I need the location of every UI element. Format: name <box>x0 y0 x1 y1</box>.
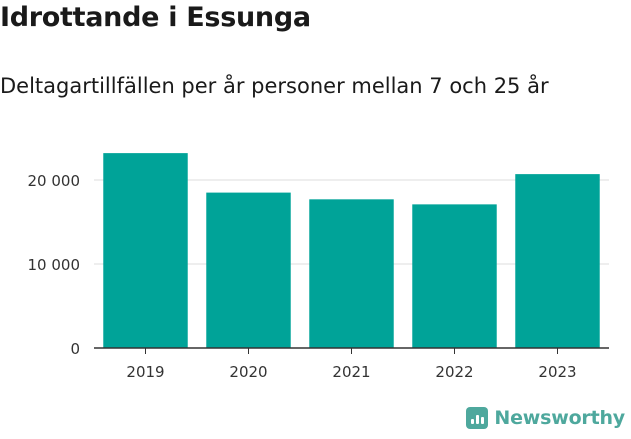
chart-subtitle: Deltagartillfällen per år personer mella… <box>0 74 549 98</box>
y-tick-label: 10 000 <box>28 256 81 274</box>
newsworthy-logo-icon <box>466 407 489 429</box>
bar-2020 <box>206 192 291 348</box>
x-tick-label: 2021 <box>332 363 370 381</box>
y-tick-label: 0 <box>70 340 80 358</box>
chart-title: Idrottande i Essunga <box>0 2 311 33</box>
x-tick-label: 2022 <box>435 363 473 381</box>
x-tick-label: 2019 <box>126 363 164 381</box>
x-tick-label: 2020 <box>229 363 267 381</box>
bar-2021 <box>309 199 394 348</box>
y-tick-label: 20 000 <box>28 172 81 190</box>
brand-name: Newsworthy <box>494 407 625 429</box>
bar-2019 <box>103 153 188 348</box>
bar-2022 <box>412 204 497 348</box>
bar-2023 <box>515 174 600 348</box>
x-tick-label: 2023 <box>538 363 576 381</box>
newsworthy-brand: Newsworthy <box>466 407 625 429</box>
